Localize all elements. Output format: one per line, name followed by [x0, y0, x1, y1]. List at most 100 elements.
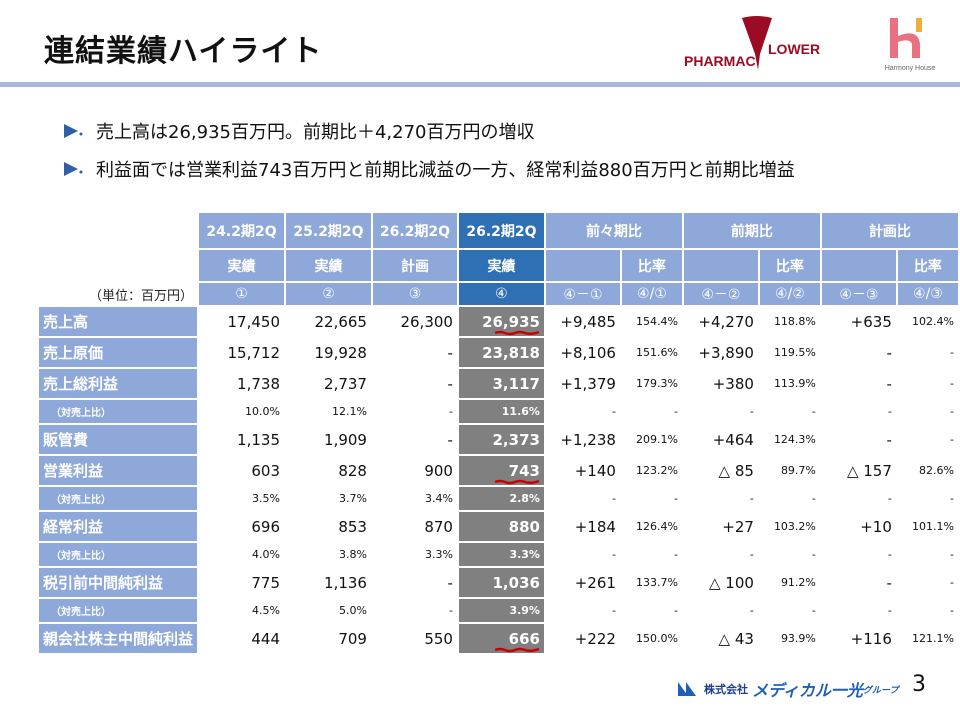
table-cell: -: [819, 485, 898, 512]
table-cell: -: [543, 541, 622, 568]
table-cell: 15,712: [197, 336, 286, 369]
cell-value: 151.6%: [635, 346, 678, 359]
cell-value: -: [447, 430, 453, 449]
table-cell: -: [895, 597, 960, 624]
table-cell: -: [370, 398, 459, 425]
table-cell: 696: [197, 510, 286, 543]
cell-value: 3.5%: [252, 492, 280, 505]
cell-value: -: [611, 548, 616, 561]
pharmac-flower-logo: PHARMAC LOWER: [684, 16, 820, 70]
table-cell: △ 85: [681, 454, 760, 487]
cell-value: 126.4%: [635, 520, 678, 533]
cell-value: -: [811, 548, 816, 561]
cell-value: 123.2%: [635, 464, 678, 477]
cell-value: -: [749, 548, 754, 561]
row-label: 売上原価: [36, 336, 200, 369]
cell-value: -: [886, 374, 892, 393]
cell-value: -: [950, 433, 954, 446]
cell-value: 12.1%: [332, 405, 367, 418]
svg-text:PHARMAC: PHARMAC: [684, 53, 756, 69]
col-group-header: 前期比: [681, 211, 822, 250]
table-cell: +222: [543, 622, 622, 655]
table-row: 販管費 1,135 1,909 - 2,373 +1,238 209.1% +464 124.3…: [36, 423, 960, 456]
cell-value: 4.0%: [252, 548, 280, 561]
table-cell: 3.9%: [456, 597, 546, 624]
table-cell: 3.3%: [456, 541, 546, 568]
cell-value: -: [611, 604, 616, 617]
bullet-item: 売上高は26,935百万円。前期比＋4,270百万円の増収: [62, 112, 795, 150]
table-cell: -: [681, 541, 760, 568]
table-cell: 121.1%: [895, 622, 960, 655]
table-cell: -: [895, 541, 960, 568]
table-cell: 123.2%: [619, 454, 684, 487]
red-underline-mark: [494, 479, 539, 485]
table-cell: 1,036: [456, 566, 546, 599]
cell-value: 3.7%: [339, 492, 367, 505]
cell-value: -: [749, 604, 754, 617]
col-subheader: 実績: [456, 248, 546, 283]
table-cell: -: [619, 597, 684, 624]
table-cell: -: [819, 541, 898, 568]
cell-value: 89.7%: [780, 464, 816, 477]
table-cell: -: [370, 367, 459, 400]
table-cell: +380: [681, 367, 760, 400]
cell-value: 113.9%: [773, 377, 816, 390]
cell-value: +4,270: [698, 312, 754, 331]
table-cell: 775: [197, 566, 286, 599]
table-cell: 1,909: [284, 423, 373, 456]
cell-value: -: [886, 343, 892, 362]
col-index-header: ②: [284, 281, 373, 307]
cell-value: △ 100: [708, 573, 754, 592]
table-cell: 1,136: [284, 566, 373, 599]
cell-value: 2.8%: [509, 492, 540, 505]
table-cell: -: [370, 597, 459, 624]
cell-value: -: [673, 492, 678, 505]
table-row: 税引前中間純利益 775 1,136 - 1,036 +261 133.7% △ 100 91.…: [36, 566, 960, 599]
cell-value: 3.8%: [339, 548, 367, 561]
table-cell: +635: [819, 305, 898, 338]
cell-value: 102.4%: [912, 315, 954, 328]
cell-value: -: [811, 492, 816, 505]
cell-value: 828: [338, 461, 367, 480]
col-index-header: ①: [197, 281, 286, 307]
table-cell: 133.7%: [619, 566, 684, 599]
cell-value: 900: [424, 461, 453, 480]
table-cell: 17,450: [197, 305, 286, 338]
table-cell: △ 43: [681, 622, 760, 655]
table-cell: -: [819, 336, 898, 369]
col-index-header: ④/②: [757, 281, 822, 307]
table-cell: -: [819, 566, 898, 599]
cell-value: 3.3%: [509, 548, 540, 561]
table-cell: 900: [370, 454, 459, 487]
table-cell: 12.1%: [284, 398, 373, 425]
row-label: 売上高: [36, 305, 200, 338]
table-cell: +261: [543, 566, 622, 599]
table-cell: 82.6%: [895, 454, 960, 487]
cell-value: 1,036: [492, 573, 540, 592]
col-subheader: 実績: [284, 248, 373, 283]
col-subheader: 実績: [197, 248, 286, 283]
table-cell: 103.2%: [757, 510, 822, 543]
table-cell: -: [543, 398, 622, 425]
bullet-text: 売上高は26,935百万円。前期比＋4,270百万円の増収: [96, 122, 535, 143]
cell-value: 3,117: [492, 374, 540, 393]
table-cell: 853: [284, 510, 373, 543]
table-cell: -: [619, 541, 684, 568]
footer-logo: 株式会社 メディカル一光 グループ: [678, 680, 898, 700]
cell-value: 150.0%: [635, 632, 678, 645]
table-cell: 209.1%: [619, 423, 684, 456]
row-label: 税引前中間純利益: [36, 566, 200, 599]
table-cell: -: [681, 597, 760, 624]
table-cell: 26,935: [456, 305, 546, 338]
cell-value: 5.0%: [339, 604, 367, 617]
cell-value: +1,379: [560, 374, 616, 393]
table-cell: -: [681, 398, 760, 425]
cell-value: 1,136: [324, 573, 367, 592]
table-cell: -: [370, 336, 459, 369]
table-cell: 2,737: [284, 367, 373, 400]
table-cell: 19,928: [284, 336, 373, 369]
svg-text:LOWER: LOWER: [768, 41, 820, 57]
table-cell: 828: [284, 454, 373, 487]
cell-value: 101.1%: [912, 520, 954, 533]
table-cell: -: [895, 336, 960, 369]
